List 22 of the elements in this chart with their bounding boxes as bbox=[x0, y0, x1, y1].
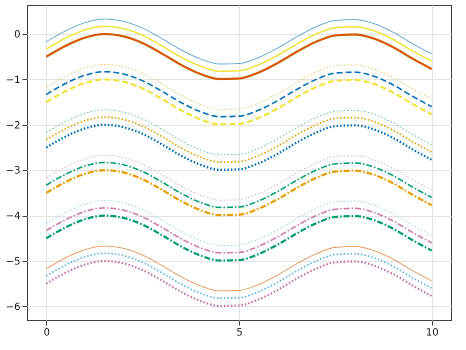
line-series bbox=[45, 78, 433, 126]
line-series bbox=[45, 169, 433, 216]
line-series bbox=[45, 207, 433, 254]
line-series bbox=[45, 214, 433, 262]
y-tick-label: −6 bbox=[6, 302, 20, 313]
line-series bbox=[45, 260, 433, 308]
x-tick-label: 5 bbox=[236, 328, 243, 338]
line-series bbox=[45, 26, 433, 72]
line-series bbox=[45, 252, 433, 300]
line-series bbox=[45, 162, 433, 208]
y-tick-label: −5 bbox=[6, 256, 20, 268]
y-tick-label: −3 bbox=[6, 166, 20, 177]
y-tick-label: 0 bbox=[14, 30, 20, 41]
y-tick-label: −4 bbox=[6, 211, 20, 222]
x-tick-label: 10 bbox=[426, 328, 439, 338]
x-tick-label: 0 bbox=[44, 328, 50, 338]
line-series bbox=[45, 116, 433, 163]
line-series bbox=[45, 32, 433, 80]
line-series bbox=[45, 124, 433, 171]
y-tick-label: −1 bbox=[6, 74, 20, 86]
y-tick-label: −2 bbox=[6, 120, 20, 132]
line-series bbox=[45, 70, 433, 118]
